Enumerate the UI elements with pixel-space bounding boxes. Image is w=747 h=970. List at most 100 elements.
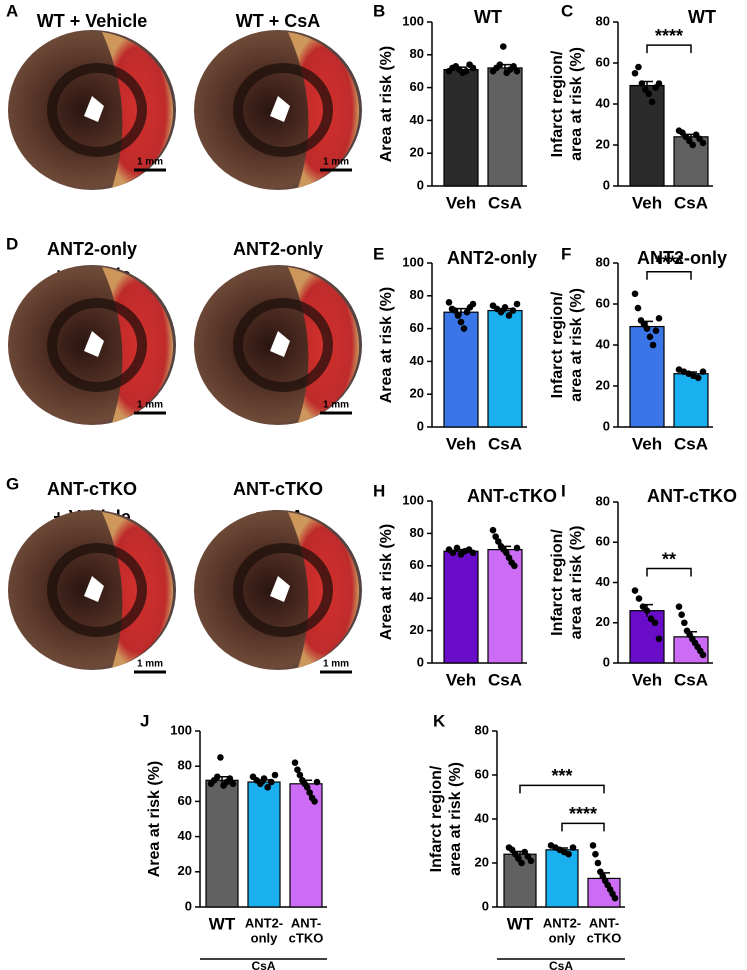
panel-letter: D xyxy=(6,234,18,253)
photo-title: WT + CsA xyxy=(236,11,321,31)
heart-photo xyxy=(194,510,362,670)
data-point xyxy=(592,850,599,858)
x-tick-label: Veh xyxy=(632,434,662,453)
y-tick-label: 40 xyxy=(596,574,610,589)
significance-bracket xyxy=(561,822,605,832)
y-tick-label: 0 xyxy=(417,177,424,192)
data-point xyxy=(678,611,685,618)
data-point xyxy=(264,784,271,791)
panel-letter: B xyxy=(373,1,385,20)
y-tick-label: 40 xyxy=(410,353,424,368)
panel-letter: G xyxy=(6,474,19,493)
data-point xyxy=(635,63,642,71)
data-point xyxy=(565,850,572,858)
heart-photo xyxy=(194,265,362,425)
data-point xyxy=(303,784,311,791)
data-point xyxy=(313,778,321,786)
data-point xyxy=(649,341,657,349)
x-tick-label: CsA xyxy=(488,193,522,212)
x-tick-label: Veh xyxy=(446,193,476,212)
x-tick-label: ANT2- xyxy=(543,915,581,930)
ventricle-wall xyxy=(47,298,147,392)
bar xyxy=(205,779,239,908)
y-tick-label: 0 xyxy=(603,418,610,433)
x-tick-label: ANT2- xyxy=(245,915,283,930)
y-axis-label: Area at risk (%) xyxy=(378,46,395,163)
bar xyxy=(545,849,579,908)
data-point xyxy=(631,290,639,298)
data-point xyxy=(631,587,639,594)
data-point xyxy=(296,771,304,779)
y-tick-label: 60 xyxy=(475,766,489,781)
data-point xyxy=(681,619,688,627)
ventricle-wall xyxy=(233,543,333,637)
data-point xyxy=(462,67,470,75)
x-tick-label: CsA xyxy=(488,670,522,689)
significance-label: *** xyxy=(551,766,572,786)
lumen xyxy=(84,331,104,357)
data-point xyxy=(513,67,521,75)
group-label: CsA xyxy=(251,959,275,970)
data-point xyxy=(643,325,651,332)
bar xyxy=(443,311,479,428)
data-point xyxy=(453,544,461,552)
x-tick-label: cTKO xyxy=(289,930,324,945)
data-point xyxy=(257,780,264,788)
data-point xyxy=(699,368,707,375)
bar xyxy=(673,373,709,428)
y-tick-label: 80 xyxy=(410,525,424,540)
significance-label: **** xyxy=(655,253,683,273)
data-point xyxy=(569,844,577,851)
y-axis-label: Area at risk (%) xyxy=(378,524,395,641)
data-point xyxy=(469,300,477,308)
x-tick-label: only xyxy=(251,930,278,945)
y-tick-label: 80 xyxy=(178,758,192,773)
x-tick-label: ANT- xyxy=(589,915,619,930)
y-tick-label: 80 xyxy=(475,722,489,737)
data-point xyxy=(505,554,513,561)
data-point xyxy=(511,562,518,570)
y-tick-label: 80 xyxy=(596,254,610,269)
y-tick-label: 60 xyxy=(410,79,424,94)
y-tick-label: 80 xyxy=(410,287,424,302)
data-point xyxy=(454,312,462,319)
data-point xyxy=(457,318,465,326)
data-point xyxy=(451,307,459,314)
data-point xyxy=(463,308,471,316)
x-tick-label: Veh xyxy=(632,670,662,689)
significance-label: **** xyxy=(655,26,683,46)
lumen xyxy=(84,96,104,122)
data-point xyxy=(449,549,457,557)
data-point xyxy=(634,304,642,312)
data-point xyxy=(291,759,299,766)
ventricle-wall xyxy=(47,543,147,637)
data-point xyxy=(460,325,468,332)
y-tick-label: 0 xyxy=(417,418,424,433)
panel-letter: F xyxy=(561,244,571,263)
x-tick-label: Veh xyxy=(632,193,662,212)
y-tick-label: 20 xyxy=(596,614,610,629)
data-point xyxy=(699,651,707,659)
significance-bracket xyxy=(646,271,692,280)
y-tick-label: 40 xyxy=(410,112,424,127)
data-point xyxy=(217,754,224,761)
significance-label: **** xyxy=(569,804,597,824)
y-tick-label: 40 xyxy=(178,828,192,843)
lumen xyxy=(84,576,104,602)
y-axis-label: Area at risk (%) xyxy=(146,761,163,878)
data-point xyxy=(518,859,525,867)
scale-bar-label: 1 mm xyxy=(137,400,163,411)
x-tick-label: cTKO xyxy=(587,930,622,945)
data-point xyxy=(655,635,663,643)
y-tick-label: 80 xyxy=(596,13,610,28)
data-point xyxy=(260,775,268,782)
data-point xyxy=(213,773,221,781)
data-point xyxy=(229,780,237,788)
data-point xyxy=(631,69,639,77)
bar xyxy=(247,781,281,908)
data-point xyxy=(689,141,697,149)
ventricle-wall xyxy=(233,298,333,392)
x-tick-label: ANT- xyxy=(291,915,321,930)
data-point xyxy=(643,607,651,614)
x-tick-label: CsA xyxy=(488,434,522,453)
